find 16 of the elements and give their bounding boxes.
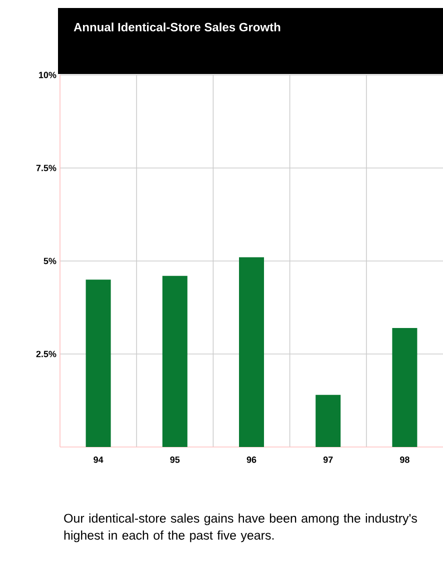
bar: [86, 280, 111, 447]
chart-title: Annual Identical-Store Sales Growth: [74, 22, 280, 32]
x-tick-label: 94: [94, 456, 104, 463]
y-tick-label: 2.5%: [36, 350, 56, 358]
bar: [162, 276, 188, 447]
x-tick-label: 98: [400, 456, 410, 463]
text: Our identical-store sales gains have been among the industry's highest in each of the past five years.: [64, 514, 417, 542]
bar: [392, 328, 418, 447]
y-tick-label: 10%: [39, 72, 56, 78]
x-tick-label: 95: [170, 456, 180, 463]
x-tick-label: 97: [323, 456, 333, 463]
bar: [239, 257, 264, 447]
y-tick-label: 7.5%: [36, 164, 56, 172]
y-tick-label: 5%: [44, 258, 56, 264]
x-tick-label: 96: [246, 456, 256, 463]
bar: [316, 394, 341, 447]
